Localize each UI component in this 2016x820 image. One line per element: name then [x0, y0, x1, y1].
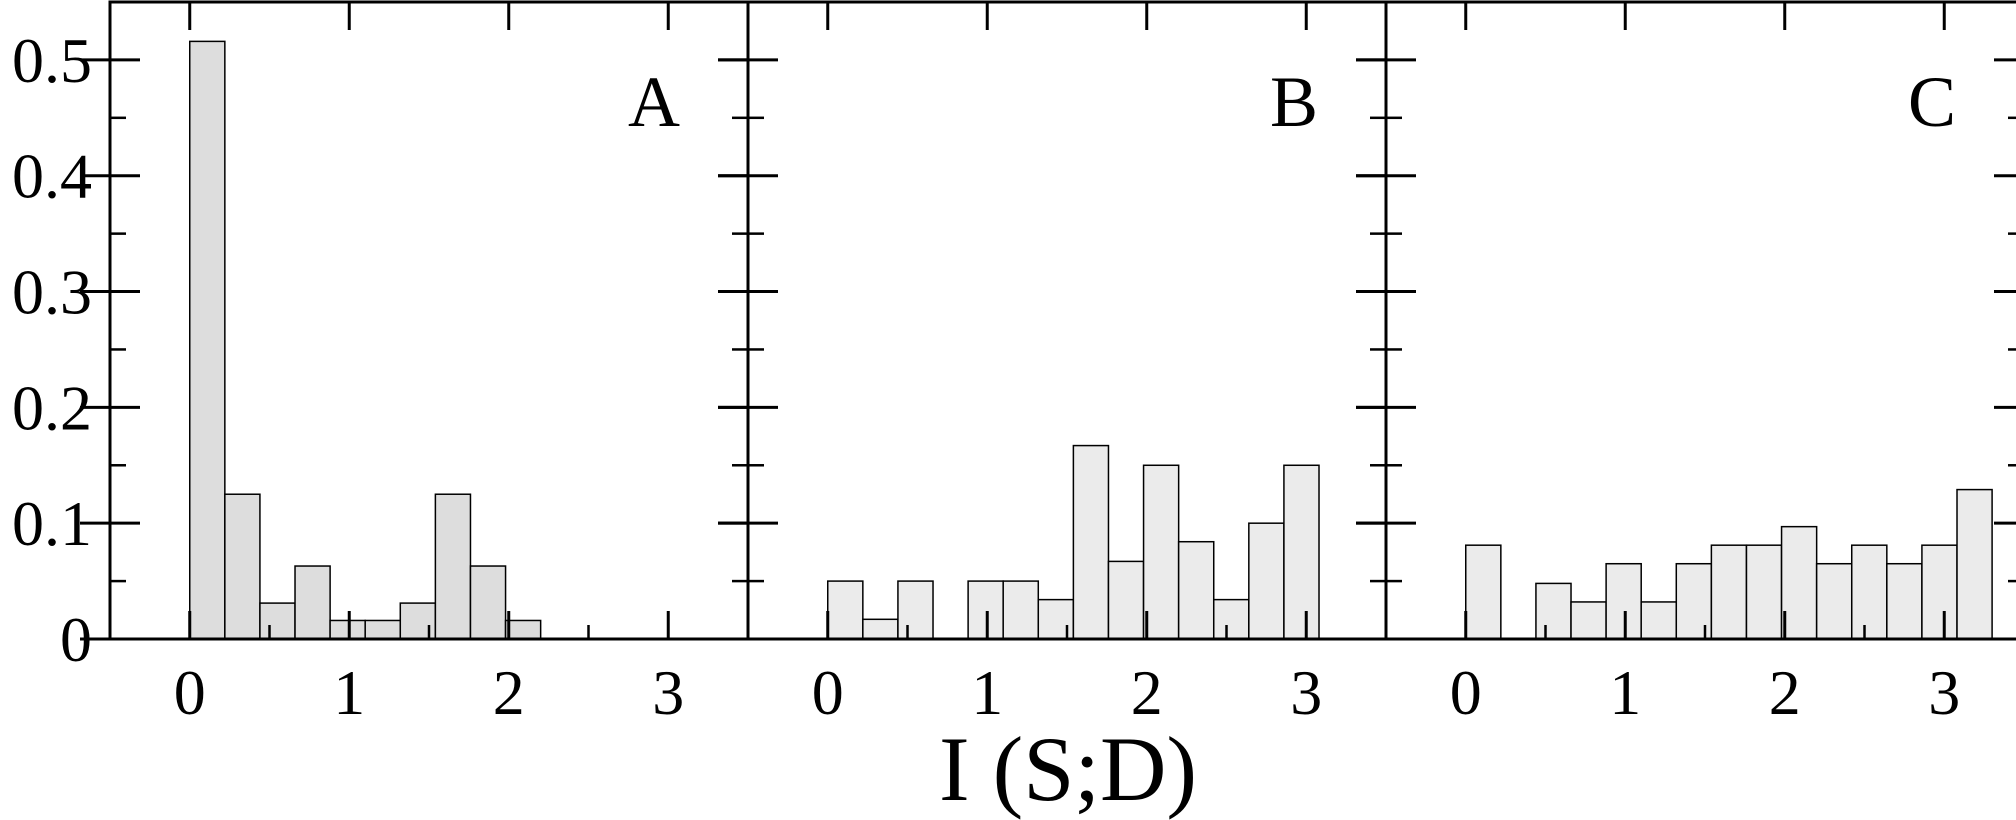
x-tick-label: 2 — [1769, 657, 1801, 728]
x-tick-label: 3 — [652, 657, 684, 728]
panel-label: B — [1270, 62, 1318, 142]
y-tick-label: 0.5 — [12, 25, 92, 96]
histogram-bar — [434, 493, 472, 640]
histogram-bar — [1745, 544, 1783, 640]
histogram-bar — [1283, 464, 1320, 640]
x-tick-label: 0 — [812, 657, 844, 728]
histogram-bar — [1535, 582, 1572, 640]
histogram-bar — [967, 580, 1004, 640]
y-tick-label: 0.4 — [12, 141, 92, 212]
histogram-bar — [1212, 598, 1250, 640]
histogram-bar — [1956, 488, 1993, 640]
histogram-bar — [862, 618, 899, 640]
histogram-bar — [1177, 540, 1215, 640]
histogram-bar — [189, 40, 226, 640]
y-tick-label: 0 — [60, 604, 92, 675]
x-tick-label: 2 — [493, 657, 525, 728]
panel-label: A — [628, 62, 680, 142]
y-tick-label: 0.3 — [12, 257, 92, 328]
histogram-bar — [469, 565, 507, 640]
histogram-bar — [1107, 560, 1145, 640]
x-tick-label: 2 — [1131, 657, 1163, 728]
panel-label: C — [1908, 62, 1956, 142]
x-tick-label: 0 — [174, 657, 206, 728]
histogram-bar — [294, 565, 331, 640]
histogram-bar — [1710, 544, 1748, 640]
histogram-bar — [1465, 544, 1502, 640]
panel-b: 0 1 2 3 B — [718, 0, 1388, 728]
histogram-bar — [1815, 562, 1853, 640]
histogram-bar — [364, 619, 402, 640]
x-tick-label: 3 — [1928, 657, 1960, 728]
histogram-bar — [259, 602, 296, 640]
histogram-bar — [1640, 601, 1678, 640]
histogram-bar — [1072, 444, 1110, 640]
histogram-bar — [1570, 601, 1607, 640]
y-axis-tick-labels: 0 0.1 0.2 0.3 0.4 0.5 — [12, 25, 92, 675]
histogram-bar — [1886, 562, 1923, 640]
x-tick-label: 1 — [971, 657, 1003, 728]
y-tick-label: 0.1 — [12, 488, 92, 559]
histogram-bar — [1002, 580, 1040, 640]
histogram-bar — [1921, 544, 1958, 640]
x-tick-label: 3 — [1290, 657, 1322, 728]
histogram-bar — [897, 580, 934, 640]
panel-a: 0 1 2 3 A — [80, 0, 750, 728]
x-axis-title: I (S;D) — [939, 718, 1197, 820]
panels-group: 0 1 2 3 A 0 1 2 3 B 0 1 2 3 C — [80, 0, 2016, 728]
histogram-bar — [1142, 464, 1180, 640]
x-tick-label: 1 — [1609, 657, 1641, 728]
y-tick-label: 0.2 — [12, 372, 92, 443]
panel-c: 0 1 2 3 C — [1356, 0, 2016, 728]
histogram-bar — [1780, 525, 1818, 640]
histogram-bar — [827, 580, 864, 640]
histogram-bar — [1248, 522, 1285, 640]
x-tick-label: 1 — [333, 657, 365, 728]
histogram-bar — [1605, 562, 1642, 640]
histogram-bar — [504, 619, 542, 640]
histogram-bar — [224, 493, 261, 640]
histogram-bar — [329, 619, 366, 640]
x-tick-label: 0 — [1450, 657, 1482, 728]
histogram-bar — [1850, 544, 1888, 640]
